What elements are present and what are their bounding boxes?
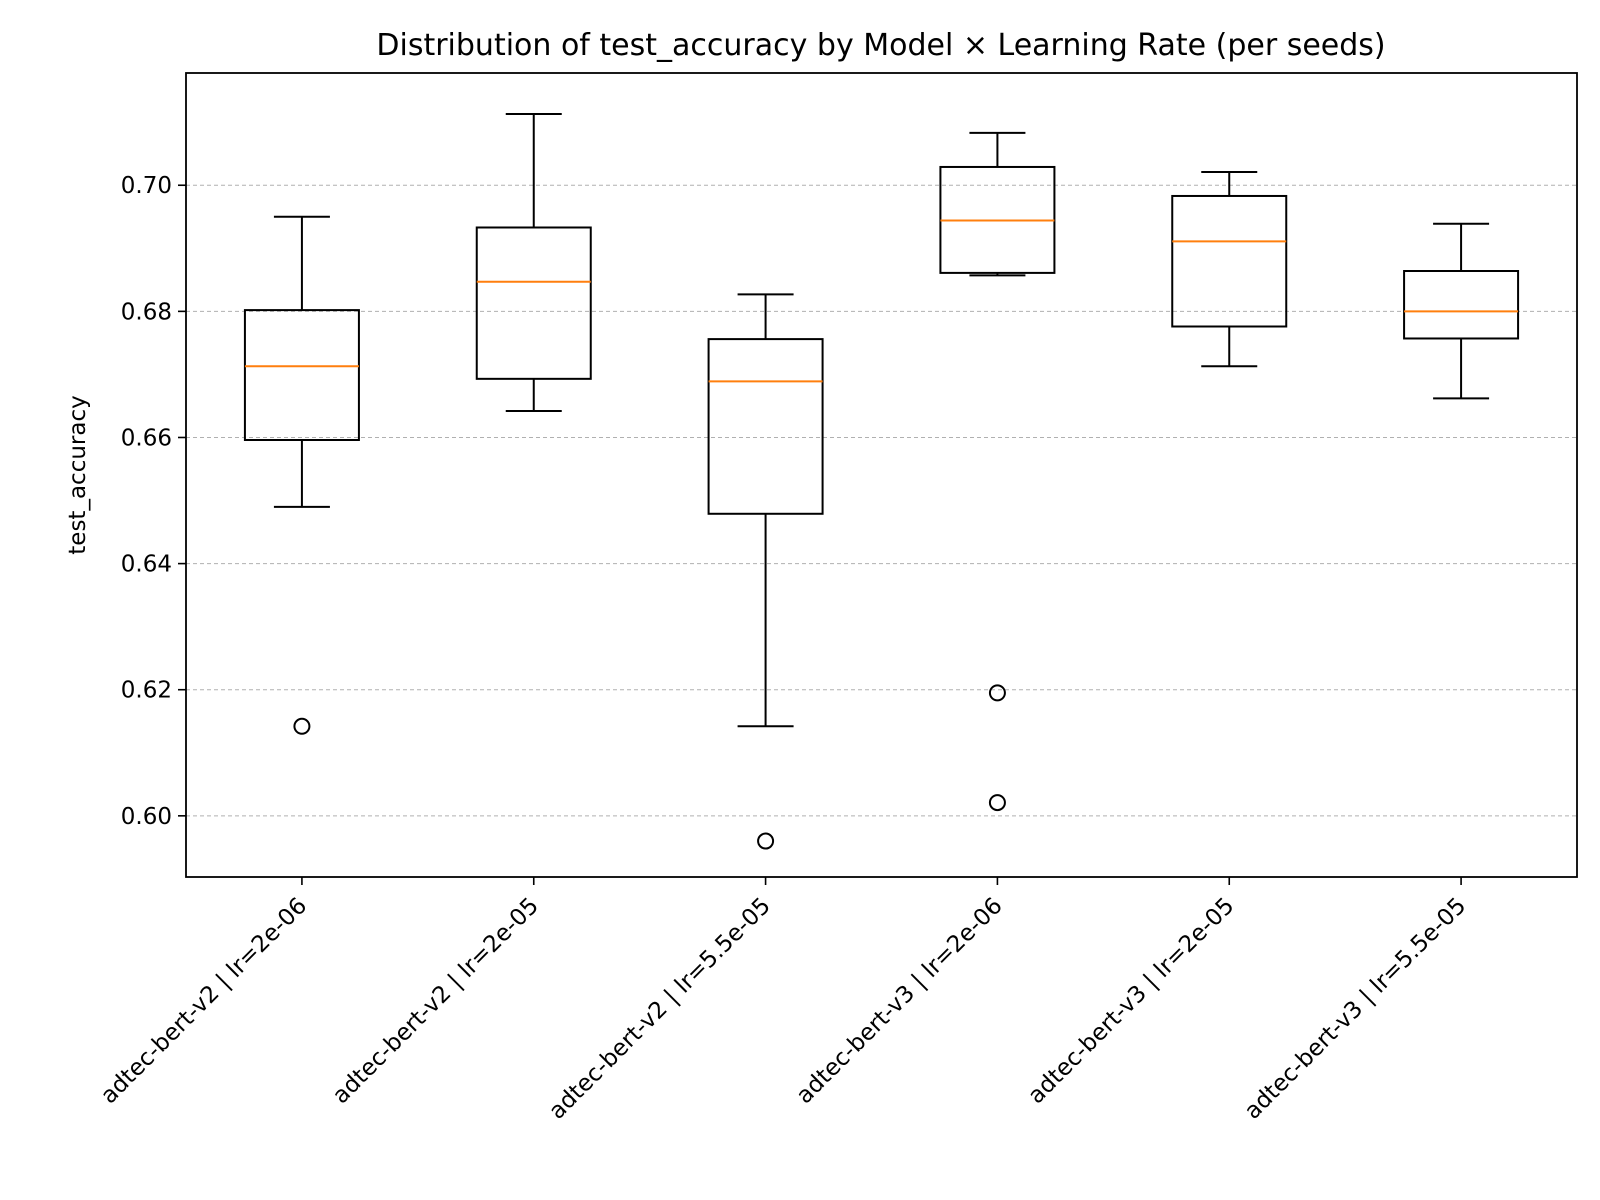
- boxes: [243, 112, 1520, 850]
- y-tick-label: 0.62: [121, 678, 172, 704]
- gridlines: [186, 184, 1577, 817]
- iqr-box: [475, 226, 592, 380]
- outlier-point: [988, 794, 1006, 812]
- box-group: [475, 112, 592, 412]
- y-tick-label: 0.68: [121, 299, 172, 325]
- iqr-box: [707, 338, 824, 515]
- iqr-box: [1403, 270, 1520, 340]
- y-axis-label: test_accuracy: [65, 395, 91, 554]
- outlier-point: [757, 832, 775, 850]
- box-group: [939, 131, 1056, 812]
- chart-title: Distribution of test_accuracy by Model ×…: [376, 28, 1385, 63]
- outlier-point: [988, 684, 1006, 702]
- box-group: [1403, 222, 1520, 400]
- plot-area-frame: [185, 72, 1578, 878]
- iqr-box: [243, 309, 360, 442]
- outlier-point: [293, 717, 311, 735]
- y-axis-ticks: 0.60 0.62 0.64 0.66 0.68 0.70: [121, 173, 186, 830]
- box-group: [1171, 171, 1288, 368]
- box-group: [707, 293, 824, 850]
- y-tick-label: 0.66: [121, 425, 172, 451]
- y-tick-label: 0.60: [121, 804, 172, 830]
- iqr-box: [1171, 194, 1288, 328]
- box-group: [243, 215, 360, 735]
- y-tick-label: 0.70: [121, 173, 172, 199]
- y-tick-label: 0.64: [121, 552, 172, 578]
